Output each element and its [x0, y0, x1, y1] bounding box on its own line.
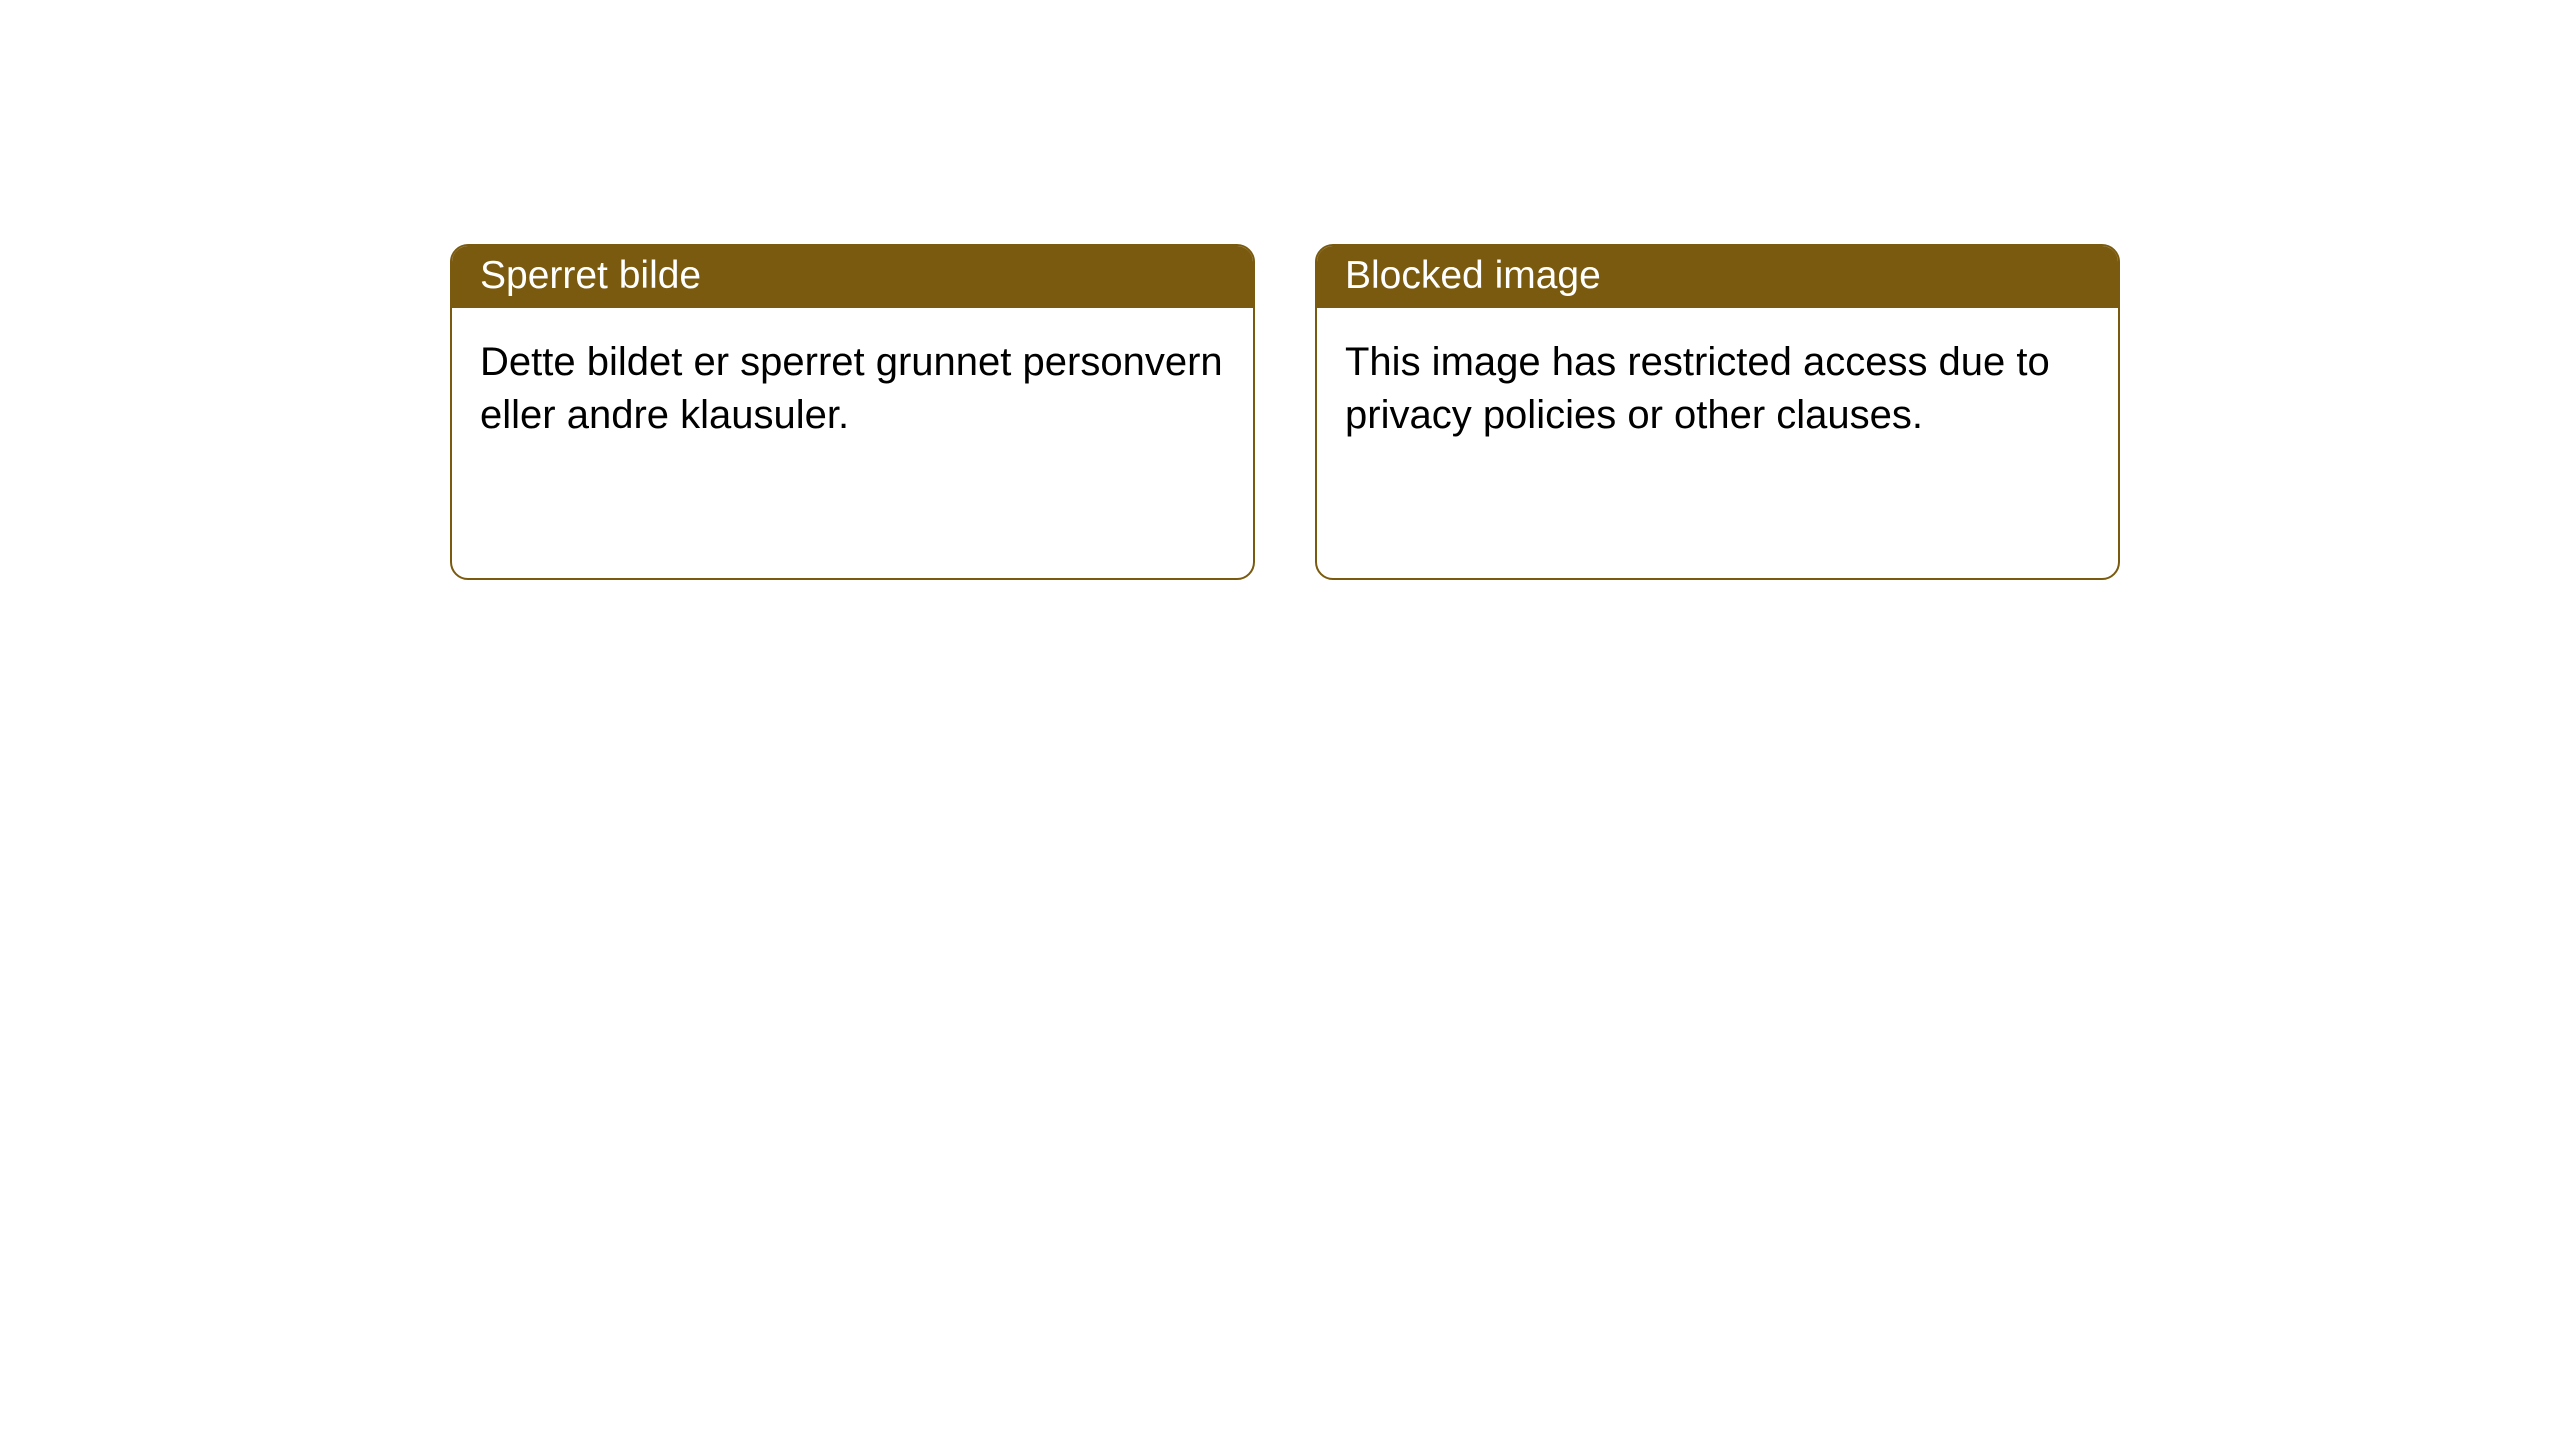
panel-header-no: Sperret bilde	[452, 246, 1253, 308]
panel-blocked-image-en: Blocked image This image has restricted …	[1315, 244, 2120, 580]
panel-container: Sperret bilde Dette bildet er sperret gr…	[0, 0, 2560, 580]
panel-blocked-image-no: Sperret bilde Dette bildet er sperret gr…	[450, 244, 1255, 580]
panel-header-en: Blocked image	[1317, 246, 2118, 308]
panel-body-en: This image has restricted access due to …	[1317, 308, 2118, 470]
panel-body-no: Dette bildet er sperret grunnet personve…	[452, 308, 1253, 470]
